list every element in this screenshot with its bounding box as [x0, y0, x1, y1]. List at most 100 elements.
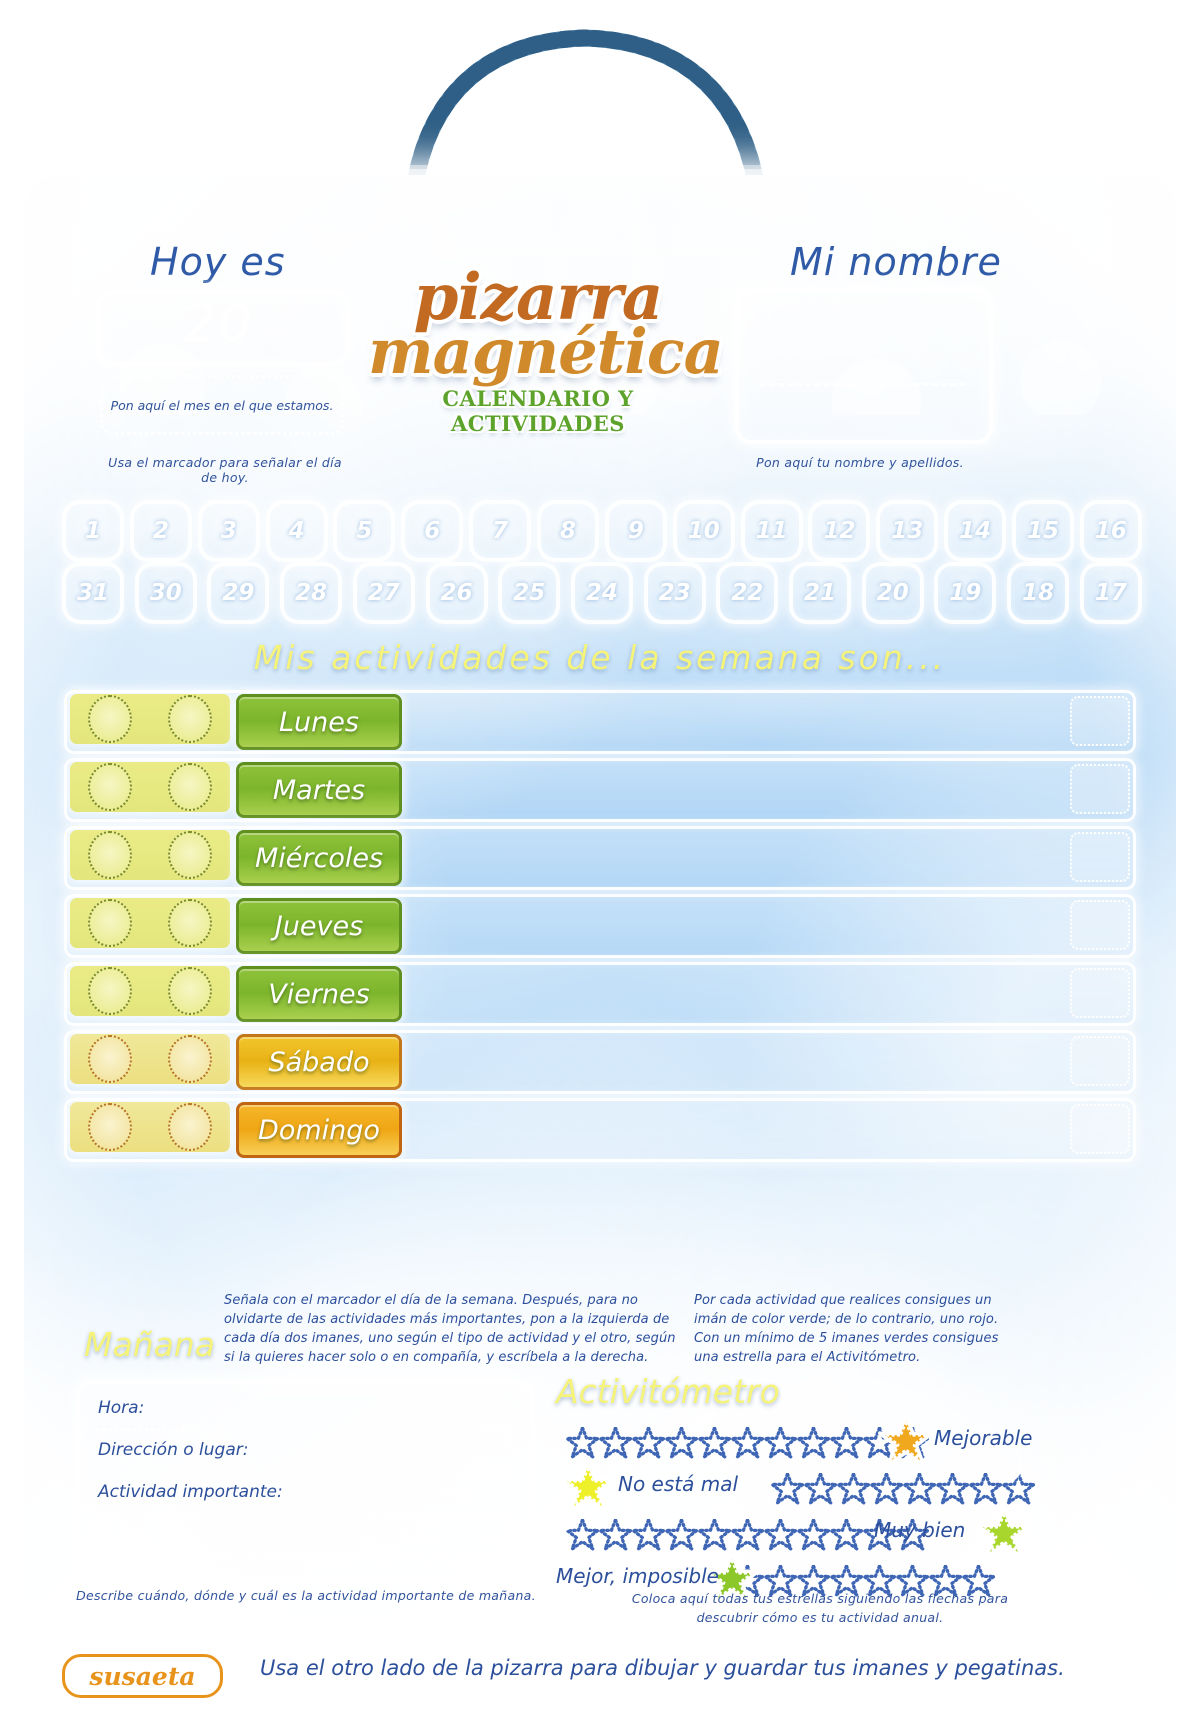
- star-slot[interactable]: [929, 1564, 962, 1598]
- star-slot[interactable]: [665, 1518, 698, 1552]
- calendar-day-cell[interactable]: 14: [944, 500, 1007, 562]
- magnet-slot-type[interactable]: [88, 1035, 132, 1083]
- calendar-day-cell[interactable]: 2: [129, 500, 192, 562]
- calendar-day-cell[interactable]: 5: [333, 500, 396, 562]
- magnet-slot-pair[interactable]: [70, 1034, 230, 1084]
- magnet-slot-pair[interactable]: [70, 694, 230, 744]
- magnet-slot-company[interactable]: [168, 1103, 212, 1151]
- calendar-day-cell[interactable]: 3: [197, 500, 260, 562]
- calendar-day-cell[interactable]: 27: [352, 562, 415, 624]
- magnet-slot-pair[interactable]: [70, 898, 230, 948]
- magnet-slot-type[interactable]: [88, 967, 132, 1015]
- manana-write-line[interactable]: [96, 1428, 508, 1431]
- activity-done-box[interactable]: [1070, 968, 1130, 1018]
- star-slot[interactable]: [1002, 1472, 1035, 1506]
- activity-write-area[interactable]: [404, 1040, 1050, 1078]
- calendar-day-cell[interactable]: 13: [876, 500, 939, 562]
- calendar-day-cell[interactable]: 18: [1007, 562, 1070, 624]
- calendar-day-cell[interactable]: 10: [672, 500, 735, 562]
- magnet-slot-type[interactable]: [88, 899, 132, 947]
- activity-write-area[interactable]: [404, 700, 1050, 738]
- calendar-day-cell[interactable]: 31: [62, 562, 124, 624]
- star-slot[interactable]: [764, 1518, 797, 1552]
- calendar-day-cell[interactable]: 24: [570, 562, 633, 624]
- calendar-day-cell[interactable]: 7: [469, 500, 532, 562]
- calendar-day-cell[interactable]: 16: [1079, 500, 1142, 562]
- activity-write-area[interactable]: [404, 768, 1050, 806]
- star-slot[interactable]: [804, 1472, 837, 1506]
- activity-done-box[interactable]: [1070, 696, 1130, 746]
- star-slot[interactable]: [764, 1426, 797, 1460]
- star-slot[interactable]: [896, 1564, 929, 1598]
- calendar-day-cell[interactable]: 6: [401, 500, 464, 562]
- calendar-day-cell[interactable]: 4: [265, 500, 328, 562]
- today-day-field[interactable]: [96, 290, 349, 366]
- activity-write-area[interactable]: [404, 904, 1050, 942]
- magnet-slot-pair[interactable]: [70, 830, 230, 880]
- star-slot[interactable]: [797, 1518, 830, 1552]
- activity-write-area[interactable]: [404, 1108, 1050, 1146]
- star-slot[interactable]: [863, 1564, 896, 1598]
- star-slot[interactable]: [830, 1564, 863, 1598]
- magnet-slot-pair[interactable]: [70, 966, 230, 1016]
- calendar-day-cell[interactable]: 28: [280, 562, 343, 624]
- activitometro-chart[interactable]: Mejorable No está mal Muy bien Mejor, impos…: [556, 1414, 1035, 1605]
- magnet-slot-company[interactable]: [168, 1035, 212, 1083]
- star-slot[interactable]: [632, 1426, 665, 1460]
- star-slot[interactable]: [599, 1518, 632, 1552]
- star-slot[interactable]: [797, 1564, 830, 1598]
- calendar-day-cell[interactable]: 29: [207, 562, 270, 624]
- month-field[interactable]: Pon aquí el mes en el que estamos.: [100, 375, 344, 435]
- magnet-slot-type[interactable]: [88, 831, 132, 879]
- calendar-day-cell[interactable]: 1: [62, 500, 124, 562]
- manana-write-line[interactable]: [96, 1470, 508, 1473]
- star-slot[interactable]: [632, 1518, 665, 1552]
- magnet-slot-company[interactable]: [168, 899, 212, 947]
- magnet-slot-type[interactable]: [88, 1103, 132, 1151]
- star-slot[interactable]: [936, 1472, 969, 1506]
- activity-write-area[interactable]: [404, 836, 1050, 874]
- magnet-slot-pair[interactable]: [70, 762, 230, 812]
- star-slot[interactable]: [830, 1518, 863, 1552]
- activity-done-box[interactable]: [1070, 832, 1130, 882]
- star-slot[interactable]: [830, 1426, 863, 1460]
- calendar-day-cell[interactable]: 8: [537, 500, 600, 562]
- magnet-slot-company[interactable]: [168, 695, 212, 743]
- activity-done-box[interactable]: [1070, 764, 1130, 814]
- activitometro-star-row[interactable]: [566, 1516, 1026, 1554]
- activity-done-box[interactable]: [1070, 900, 1130, 950]
- star-slot[interactable]: [870, 1472, 903, 1506]
- star-slot[interactable]: [969, 1472, 1002, 1506]
- calendar-day-cell[interactable]: 30: [134, 562, 197, 624]
- star-slot[interactable]: [566, 1518, 599, 1552]
- star-slot[interactable]: [863, 1518, 896, 1552]
- calendar-day-cell[interactable]: 26: [425, 562, 488, 624]
- manana-form-box[interactable]: [76, 1380, 534, 1580]
- calendar-day-cell[interactable]: 21: [789, 562, 852, 624]
- star-slot[interactable]: [731, 1426, 764, 1460]
- magnet-slot-type[interactable]: [88, 763, 132, 811]
- activity-done-box[interactable]: [1070, 1036, 1130, 1086]
- manana-write-line[interactable]: [96, 1512, 508, 1515]
- calendar-day-cell[interactable]: 25: [498, 562, 561, 624]
- star-slot[interactable]: [797, 1426, 830, 1460]
- star-slot[interactable]: [665, 1426, 698, 1460]
- calendar-day-cell[interactable]: 23: [643, 562, 706, 624]
- calendar-day-cell[interactable]: 15: [1012, 500, 1075, 562]
- magnet-slot-company[interactable]: [168, 967, 212, 1015]
- star-slot[interactable]: [599, 1426, 632, 1460]
- star-slot[interactable]: [698, 1518, 731, 1552]
- star-slot[interactable]: [896, 1518, 929, 1552]
- name-field[interactable]: [735, 288, 993, 444]
- star-slot[interactable]: [566, 1426, 599, 1460]
- star-slot[interactable]: [962, 1564, 995, 1598]
- calendar-day-cell[interactable]: 17: [1079, 562, 1142, 624]
- calendar-day-cell[interactable]: 12: [808, 500, 871, 562]
- activity-done-box[interactable]: [1070, 1104, 1130, 1154]
- magnet-slot-company[interactable]: [168, 831, 212, 879]
- star-slot[interactable]: [731, 1518, 764, 1552]
- star-slot[interactable]: [903, 1472, 936, 1506]
- activity-write-area[interactable]: [404, 972, 1050, 1010]
- star-slot[interactable]: [837, 1472, 870, 1506]
- magnet-slot-company[interactable]: [168, 763, 212, 811]
